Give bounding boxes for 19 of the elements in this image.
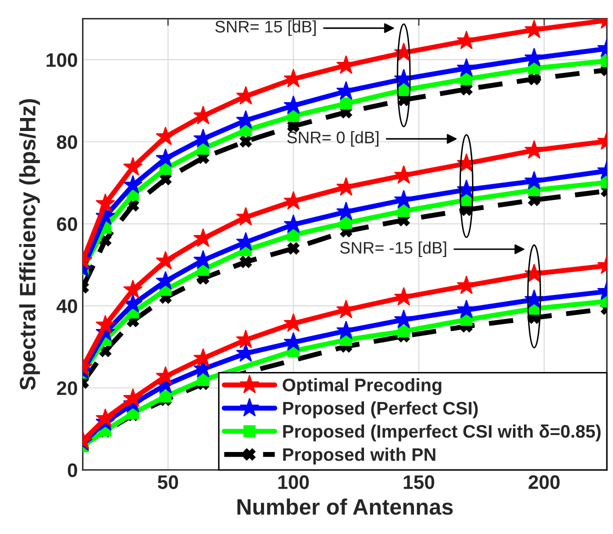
y-axis-title: Spectral Efficiency (bps/Hz) (19, 99, 40, 390)
x-tick-label: 150 (404, 475, 434, 490)
y-tick-label: 20 (56, 381, 78, 396)
x-tick-label: 100 (278, 475, 309, 490)
legend-label: Proposed (Imperfect CSI with δ=0.85) (283, 424, 601, 442)
y-tick-label: 0 (68, 463, 78, 478)
annotation: SNR= 15 [dB] (215, 20, 316, 36)
legend-label: Proposed (Perfect CSI) (283, 401, 478, 418)
y-tick-label: 60 (56, 217, 78, 232)
legend-label: Proposed with PN (283, 448, 436, 465)
y-tick-label: 80 (56, 135, 78, 149)
annotation: SNR= -15 [dB] (340, 241, 446, 257)
x-axis-title: Number of Antennas (237, 498, 453, 515)
x-tick-label: 50 (158, 475, 178, 490)
x-tick-label: 200 (528, 475, 560, 490)
legend-label: Optimal Precoding (282, 378, 442, 396)
y-tick-label: 100 (46, 53, 78, 67)
y-tick-label: 40 (56, 299, 78, 314)
annotation: SNR= 0 [dB] (287, 131, 378, 147)
